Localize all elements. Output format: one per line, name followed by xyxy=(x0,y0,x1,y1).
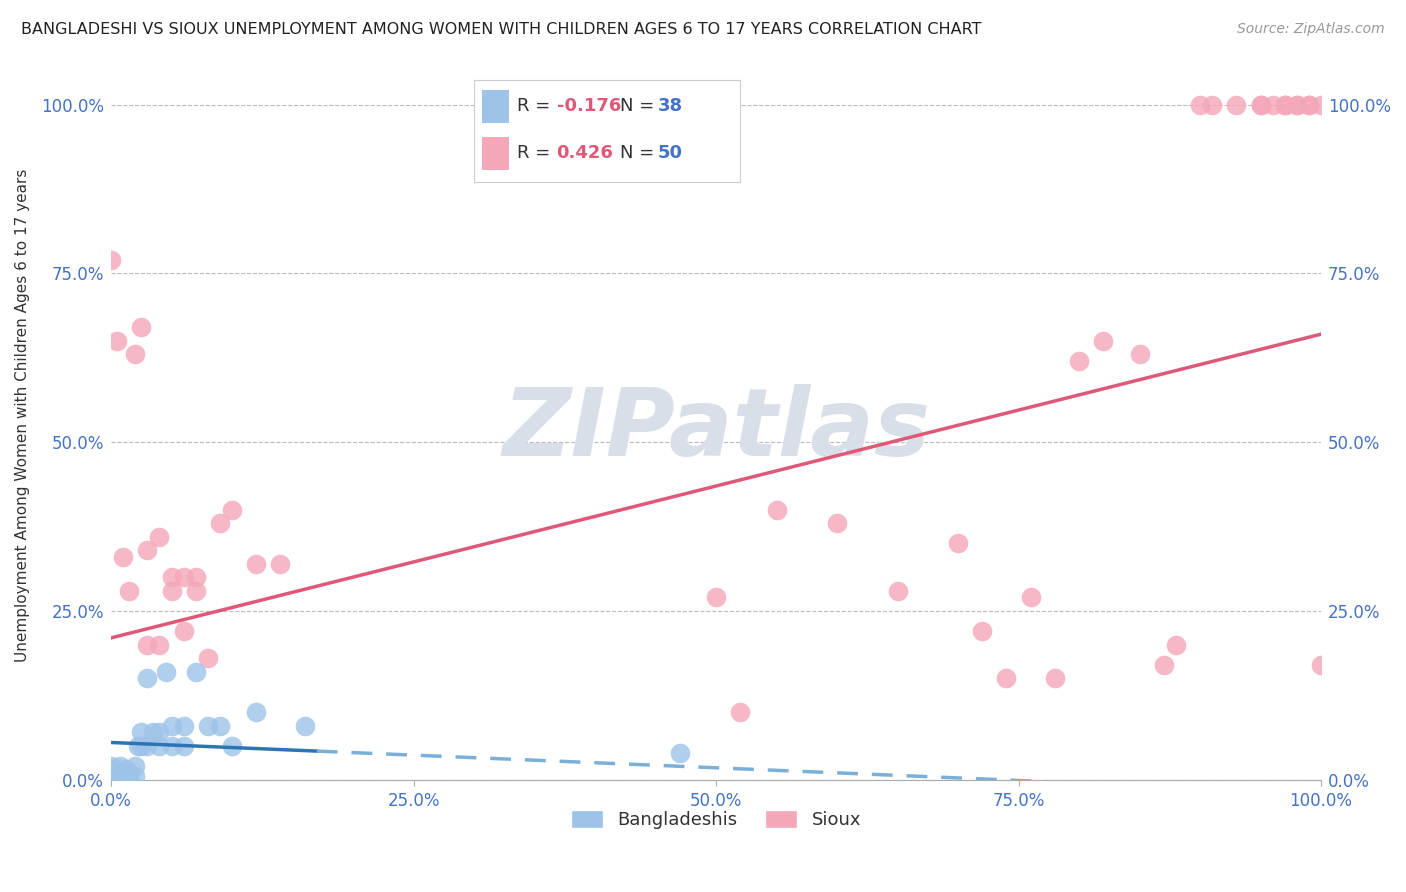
Point xyxy=(221,502,243,516)
Point xyxy=(173,718,195,732)
Point xyxy=(127,739,149,753)
Point xyxy=(100,252,122,267)
Point xyxy=(100,772,122,787)
Point xyxy=(668,746,690,760)
Point xyxy=(221,739,243,753)
Point xyxy=(173,570,195,584)
Point xyxy=(155,665,177,679)
Point xyxy=(131,725,153,739)
Point xyxy=(1225,97,1247,112)
Point xyxy=(108,765,131,780)
Point xyxy=(160,570,183,584)
Point xyxy=(114,769,136,783)
Point xyxy=(1043,672,1066,686)
Point xyxy=(105,772,128,787)
Point xyxy=(1019,591,1042,605)
Point xyxy=(1310,97,1333,112)
Point xyxy=(946,536,969,550)
Point xyxy=(160,739,183,753)
Point xyxy=(136,672,159,686)
Text: Source: ZipAtlas.com: Source: ZipAtlas.com xyxy=(1237,22,1385,37)
Point xyxy=(294,718,316,732)
Point xyxy=(728,705,751,719)
Point xyxy=(124,769,146,783)
Y-axis label: Unemployment Among Women with Children Ages 6 to 17 years: Unemployment Among Women with Children A… xyxy=(15,169,30,662)
Point xyxy=(148,725,170,739)
Point xyxy=(118,765,141,780)
Point xyxy=(1298,97,1320,112)
Point xyxy=(118,583,141,598)
Point xyxy=(112,769,135,783)
Point xyxy=(1067,354,1090,368)
Point xyxy=(245,705,267,719)
Point xyxy=(1310,657,1333,672)
Point xyxy=(1153,657,1175,672)
Point xyxy=(100,763,122,777)
Point xyxy=(825,516,848,530)
Point xyxy=(112,765,135,780)
Point xyxy=(1298,97,1320,112)
Point xyxy=(1261,97,1284,112)
Point xyxy=(1274,97,1296,112)
Point xyxy=(108,759,131,773)
Point xyxy=(131,320,153,334)
Point xyxy=(1250,97,1272,112)
Point xyxy=(100,765,122,780)
Point xyxy=(100,769,122,783)
Point xyxy=(197,651,219,665)
Point xyxy=(208,718,231,732)
Point xyxy=(160,583,183,598)
Point xyxy=(173,624,195,639)
Point xyxy=(208,516,231,530)
Point xyxy=(124,347,146,361)
Point xyxy=(105,769,128,783)
Point xyxy=(269,557,291,571)
Point xyxy=(148,530,170,544)
Point xyxy=(765,502,787,516)
Point xyxy=(136,638,159,652)
Point xyxy=(1285,97,1308,112)
Text: BANGLADESHI VS SIOUX UNEMPLOYMENT AMONG WOMEN WITH CHILDREN AGES 6 TO 17 YEARS C: BANGLADESHI VS SIOUX UNEMPLOYMENT AMONG … xyxy=(21,22,981,37)
Point xyxy=(1189,97,1212,112)
Point xyxy=(995,672,1018,686)
Point xyxy=(1164,638,1187,652)
Point xyxy=(197,718,219,732)
Point xyxy=(112,549,135,564)
Point xyxy=(148,638,170,652)
Point xyxy=(245,557,267,571)
Point xyxy=(184,665,207,679)
Point xyxy=(1201,97,1223,112)
Legend: Bangladeshis, Sioux: Bangladeshis, Sioux xyxy=(564,803,869,836)
Point xyxy=(105,334,128,348)
Point xyxy=(173,739,195,753)
Point xyxy=(184,570,207,584)
Point xyxy=(148,739,170,753)
Point xyxy=(1250,97,1272,112)
Point xyxy=(972,624,994,639)
Point xyxy=(114,763,136,777)
Point xyxy=(100,759,122,773)
Point xyxy=(1092,334,1115,348)
Point xyxy=(1274,97,1296,112)
Point xyxy=(136,543,159,558)
Point xyxy=(1285,97,1308,112)
Point xyxy=(184,583,207,598)
Point xyxy=(1128,347,1150,361)
Point xyxy=(136,739,159,753)
Point xyxy=(886,583,908,598)
Point xyxy=(160,718,183,732)
Point xyxy=(704,591,727,605)
Point xyxy=(112,772,135,787)
Point xyxy=(142,725,165,739)
Point xyxy=(131,739,153,753)
Point xyxy=(118,772,141,787)
Text: ZIPatlas: ZIPatlas xyxy=(502,384,931,475)
Point xyxy=(124,759,146,773)
